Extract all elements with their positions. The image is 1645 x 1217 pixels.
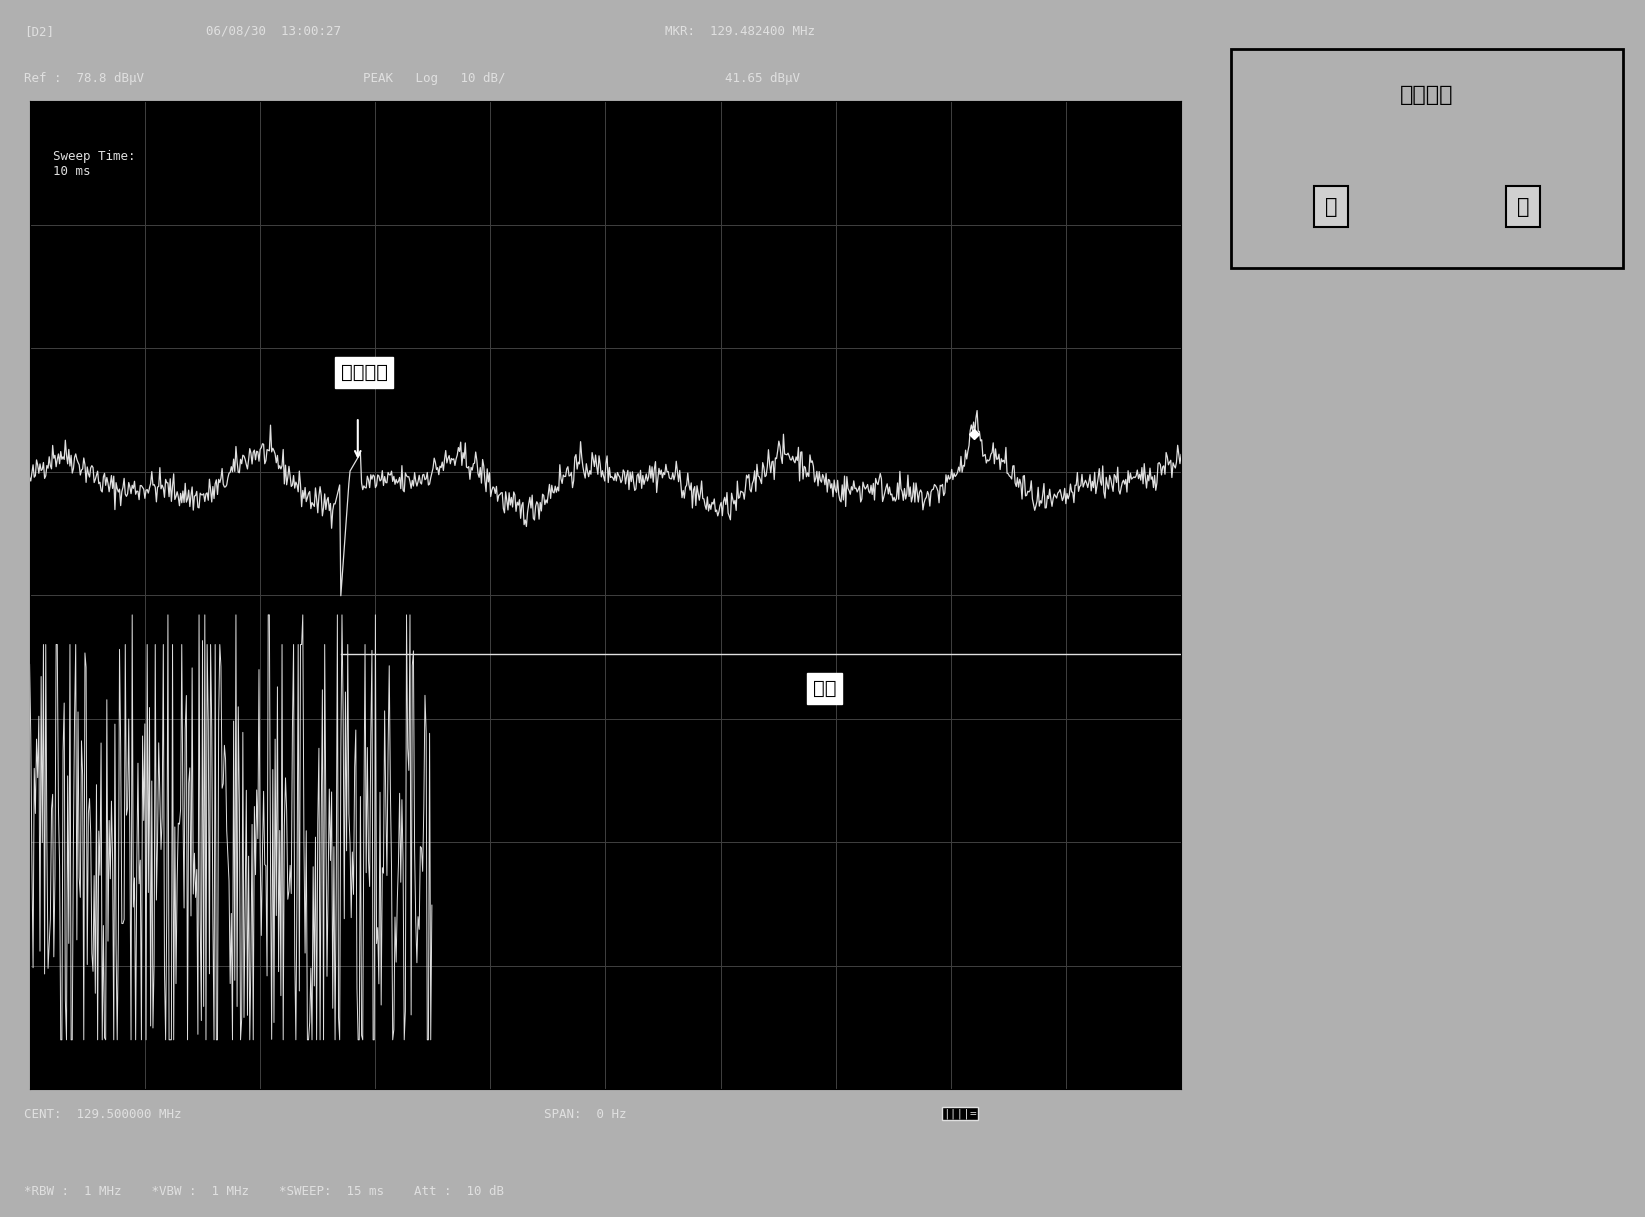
Text: Sweep Time:
10 ms: Sweep Time: 10 ms: [53, 151, 135, 179]
Text: PEAK   Log   10 dB/: PEAK Log 10 dB/: [364, 72, 505, 85]
Text: 点频计数: 点频计数: [1400, 85, 1454, 105]
Text: *RBW :  1 MHz    *VBW :  1 MHz    *SWEEP:  15 ms    Att :  10 dB: *RBW : 1 MHz *VBW : 1 MHz *SWEEP: 15 ms …: [25, 1185, 503, 1198]
Text: ||||=: ||||=: [943, 1109, 977, 1118]
Text: CENT:  129.500000 MHz: CENT: 129.500000 MHz: [25, 1109, 181, 1121]
Text: 06/08/30  13:00:27: 06/08/30 13:00:27: [206, 26, 341, 38]
Text: 阈値: 阈値: [813, 679, 836, 697]
Text: 41.65 dBμV: 41.65 dBμV: [725, 72, 801, 85]
Text: 回: 回: [1517, 197, 1530, 217]
Text: SPAN:  0 Hz: SPAN: 0 Hz: [544, 1109, 627, 1121]
Text: 信号捕获: 信号捕获: [341, 363, 388, 382]
Text: MKR:  129.482400 MHz: MKR: 129.482400 MHz: [665, 26, 814, 38]
Text: Ref :  78.8 dBμV: Ref : 78.8 dBμV: [25, 72, 145, 85]
Text: 返: 返: [1324, 197, 1337, 217]
Text: [D2]: [D2]: [25, 26, 54, 38]
